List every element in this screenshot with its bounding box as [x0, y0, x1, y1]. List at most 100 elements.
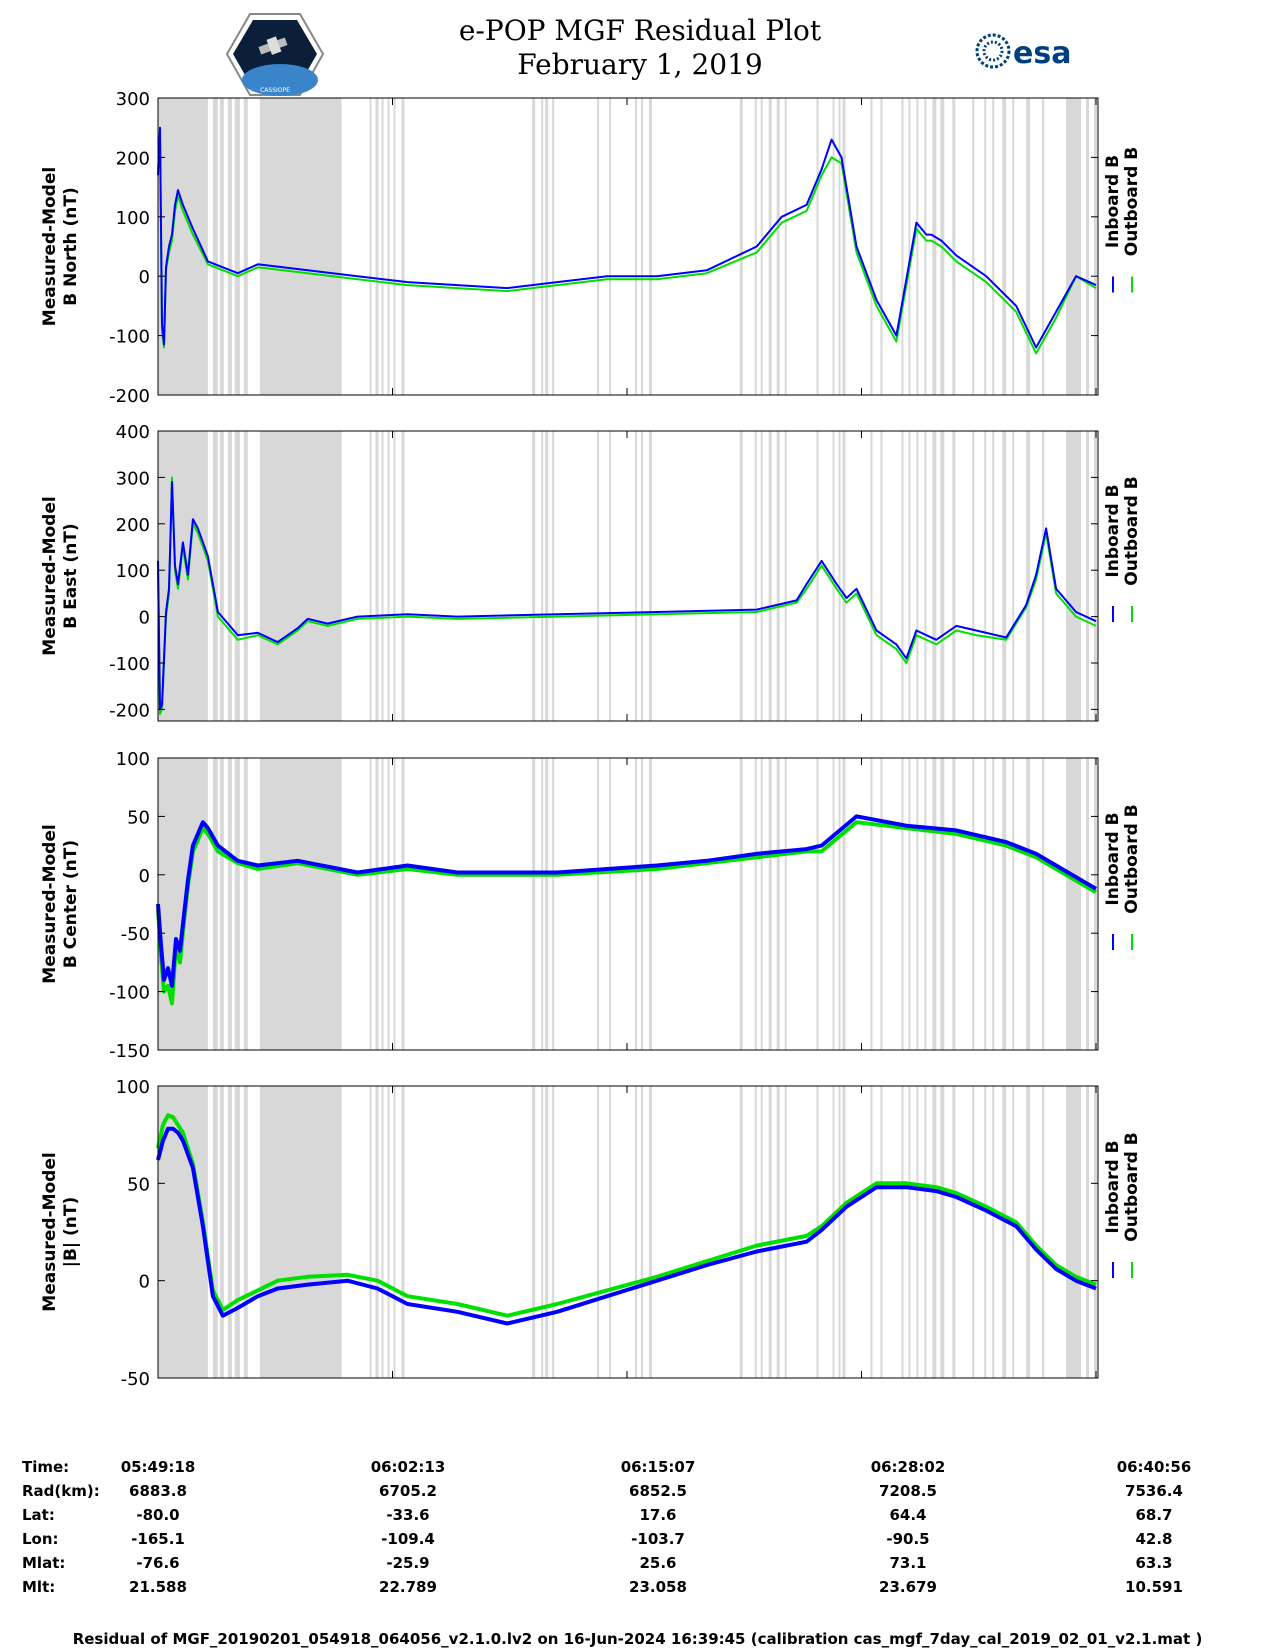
data-gap-band: [1094, 98, 1098, 395]
data-gap-band: [1002, 98, 1007, 395]
y-axis-label: |B| (nT): [61, 1197, 81, 1268]
data-gap-band: [776, 98, 780, 395]
data-gap-band: [234, 98, 240, 395]
data-gap-band: [832, 431, 835, 721]
data-gap-band: [832, 758, 835, 1050]
plot-frame: [157, 430, 1099, 722]
cell-lat: -80.0: [136, 1506, 180, 1524]
legend-inboard-label: Inboard B: [1103, 484, 1123, 577]
y-axis-label: B North (nT): [61, 187, 81, 306]
data-gap-band: [401, 431, 405, 721]
y-tick-label: 100: [116, 1077, 150, 1098]
data-gap-band: [784, 758, 787, 1050]
cell-lat: 17.6: [639, 1506, 677, 1524]
data-gap-band: [401, 1086, 405, 1378]
cell-rad: 6705.2: [379, 1482, 437, 1500]
data-gap-band: [259, 431, 342, 721]
data-gap-band: [387, 1086, 390, 1378]
label-mlt: Mlt:: [22, 1578, 56, 1596]
data-gap-band: [1094, 431, 1098, 721]
y-axis-label: Measured-Model: [40, 1152, 60, 1311]
cell-time: 05:49:18: [120, 1458, 196, 1476]
cell-lon: -165.1: [131, 1530, 185, 1548]
data-gap-band: [784, 1086, 787, 1378]
data-gap-band: [1086, 98, 1090, 395]
data-gap-band: [1042, 98, 1045, 395]
data-gap-band: [1086, 758, 1090, 1050]
y-axis-label: Measured-Model: [40, 167, 60, 326]
data-gap-band: [972, 1086, 975, 1378]
data-gap-band: [219, 758, 224, 1050]
data-gap-band: [984, 758, 987, 1050]
cell-mlat: 25.6: [639, 1554, 677, 1572]
data-gap-band: [1066, 758, 1082, 1050]
data-gap-band: [832, 1086, 835, 1378]
data-gap-band: [219, 431, 224, 721]
inboard-series-line: [157, 126, 1097, 349]
data-gap-band: [1026, 758, 1031, 1050]
data-gap-band: [768, 1086, 772, 1378]
data-gap-band: [219, 1086, 224, 1378]
cell-mlt: 21.588: [129, 1578, 187, 1596]
legend-inboard-label: Inboard B: [1103, 1140, 1123, 1233]
data-gap-band: [369, 98, 372, 395]
data-gap-band: [381, 1086, 384, 1378]
y-tick-label: -50: [121, 1369, 150, 1390]
cell-time: 06:28:02: [870, 1458, 946, 1476]
y-tick-label: 300: [116, 89, 150, 110]
data-gap-band: [838, 1086, 841, 1378]
data-gap-band: [243, 758, 248, 1050]
data-gap-band: [541, 431, 544, 721]
data-gap-band: [401, 98, 405, 395]
data-gap-band: [545, 1086, 549, 1378]
data-gap-band: [1042, 758, 1045, 1050]
data-gap-band: [532, 98, 536, 395]
data-gap-band: [916, 1086, 919, 1378]
data-gap-band: [375, 758, 379, 1050]
data-gap-band: [870, 1086, 873, 1378]
y-tick-label: 100: [116, 749, 150, 770]
data-gap-band: [532, 758, 536, 1050]
cell-lon: 42.8: [1135, 1530, 1173, 1548]
data-gap-band: [952, 1086, 956, 1378]
data-gap-band: [545, 431, 549, 721]
y-tick-label: 400: [116, 422, 150, 443]
label-mlat: Mlat:: [22, 1554, 66, 1572]
data-gap-band: [387, 431, 390, 721]
cell-lat: 68.7: [1135, 1506, 1173, 1524]
data-gap-band: [648, 431, 652, 721]
data-gap-band: [532, 1086, 536, 1378]
cell-time: 06:15:07: [620, 1458, 696, 1476]
data-gap-band: [932, 758, 937, 1050]
data-gap-band: [1066, 98, 1082, 395]
data-gap-band: [880, 98, 883, 395]
data-gap-band: [1002, 758, 1007, 1050]
data-gap-band: [243, 431, 248, 721]
svg-text:esa: esa: [1013, 36, 1071, 71]
page-title: e-POP MGF Residual Plot February 1, 2019: [380, 14, 900, 82]
data-gap-band: [545, 98, 549, 395]
outboard-series-line: [157, 476, 1097, 715]
data-gap-band: [609, 758, 612, 1050]
data-gap-band: [545, 758, 549, 1050]
esa-logo-icon: esa: [975, 33, 1071, 71]
cell-mlat: 63.3: [1135, 1554, 1173, 1572]
y-tick-label: -200: [109, 700, 150, 721]
data-gap-band: [369, 1086, 372, 1378]
data-gap-band: [1002, 431, 1007, 721]
label-lon: Lon:: [22, 1530, 59, 1548]
inboard-series-line: [157, 481, 1097, 711]
data-gap-band: [838, 758, 841, 1050]
data-gap-band: [541, 1086, 544, 1378]
data-gap-band: [1086, 431, 1090, 721]
data-gap-band: [243, 98, 248, 395]
data-gap-band: [597, 1086, 600, 1378]
data-gap-band: [972, 98, 975, 395]
data-gap-band: [992, 431, 995, 721]
data-gap-band: [940, 758, 945, 1050]
cell-mlat: 73.1: [889, 1554, 927, 1572]
cell-rad: 7536.4: [1125, 1482, 1183, 1500]
data-gap-band: [784, 431, 787, 721]
data-gap-band: [908, 758, 911, 1050]
data-gap-band: [924, 1086, 927, 1378]
